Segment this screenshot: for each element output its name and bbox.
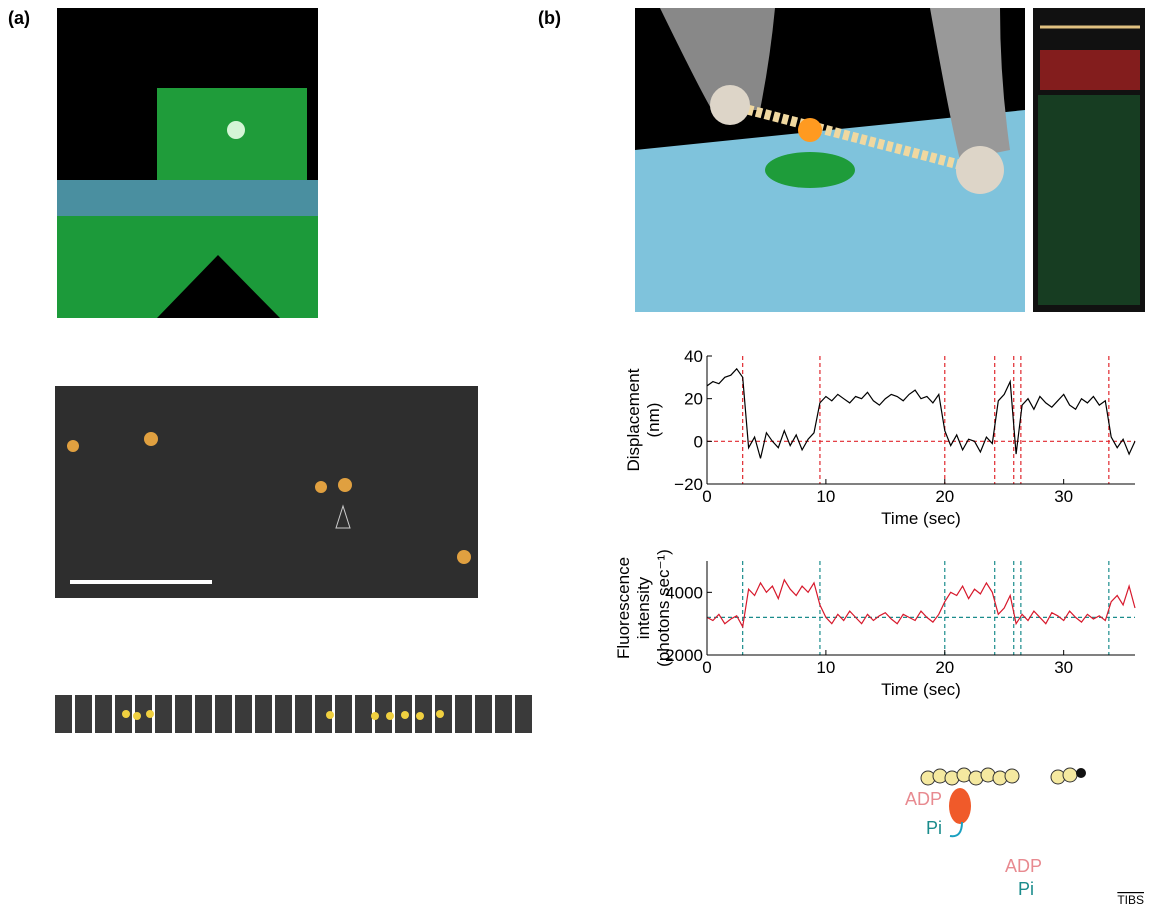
frame xyxy=(155,695,172,733)
x-tick-label: 10 xyxy=(816,658,835,677)
y-tick-label: 20 xyxy=(684,390,703,409)
trap-scene xyxy=(635,8,1145,312)
frame xyxy=(355,695,372,733)
fluorescence-image xyxy=(378,386,478,598)
figure: (a) (b) xyxy=(0,0,1163,912)
y-axis-title: (photons sec⁻¹) xyxy=(654,549,673,667)
spot xyxy=(416,712,424,720)
frame xyxy=(55,695,72,733)
page: {"panel_labels": ["(a)", "(b)"], "chart_… xyxy=(0,0,1163,912)
x-tick-label: 30 xyxy=(1054,487,1073,506)
spot xyxy=(371,712,379,720)
trace xyxy=(707,580,1135,627)
frame xyxy=(495,695,512,733)
y-axis-title: intensity xyxy=(634,576,653,639)
y-tick-label: −20 xyxy=(674,475,703,494)
y-tick-label: 40 xyxy=(684,347,703,366)
frame xyxy=(455,695,472,733)
frame xyxy=(95,695,112,733)
spot xyxy=(146,710,154,718)
x-axis-title: Time (sec) xyxy=(881,509,961,528)
frame xyxy=(235,695,252,733)
diagram-label: Pi xyxy=(1018,879,1034,899)
x-tick-label: 10 xyxy=(816,487,835,506)
x-tick-label: 0 xyxy=(702,487,711,506)
x-tick-label: 20 xyxy=(935,487,954,506)
spot xyxy=(457,550,471,564)
x-tick-label: 30 xyxy=(1054,658,1073,677)
diagram-label: ADP xyxy=(905,789,942,809)
panel-label: (b) xyxy=(538,8,561,28)
spot xyxy=(326,711,334,719)
frame xyxy=(515,695,532,733)
y-axis-title: Displacement xyxy=(624,368,643,471)
diagram-label: Pi xyxy=(926,818,942,838)
journal-mark: TIBS xyxy=(1117,893,1144,907)
spot xyxy=(122,710,130,718)
frame xyxy=(275,695,292,733)
trace xyxy=(707,369,1135,459)
myosin-diagram xyxy=(921,768,1086,836)
x-tick-label: 0 xyxy=(702,658,711,677)
y-tick-label: 0 xyxy=(694,432,703,451)
y-axis-title: (nm) xyxy=(644,403,663,438)
spot xyxy=(401,711,409,719)
x-axis-title: Time (sec) xyxy=(881,680,961,699)
spot xyxy=(133,712,141,720)
frame xyxy=(255,695,272,733)
frame xyxy=(175,695,192,733)
panel-label: (a) xyxy=(8,8,30,28)
frame xyxy=(335,695,352,733)
microscope-scene xyxy=(57,8,318,318)
frame xyxy=(195,695,212,733)
frame xyxy=(215,695,232,733)
diagram-label: ADP xyxy=(1005,856,1042,876)
frame xyxy=(475,695,492,733)
frame xyxy=(75,695,92,733)
frame xyxy=(295,695,312,733)
spot xyxy=(386,712,394,720)
y-axis-title: Fluorescence xyxy=(614,557,633,659)
x-tick-label: 20 xyxy=(935,658,954,677)
frame-strip xyxy=(55,695,532,733)
spot xyxy=(436,710,444,718)
